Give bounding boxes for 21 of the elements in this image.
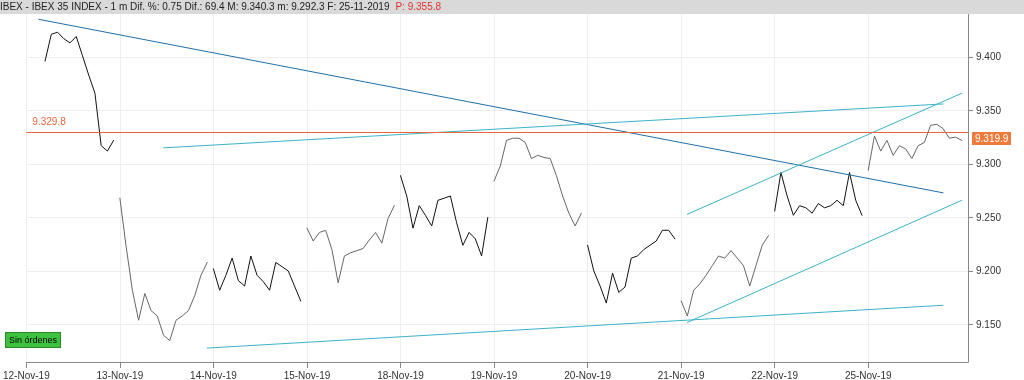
x-tick-label: 12-Nov-19 <box>2 369 51 380</box>
y-tick-label: 9.200 <box>976 265 1002 277</box>
chart-title: IBEX - IBEX 35 INDEX - 1 m Dif. %: 0.75 Dif.: 69.4 M: 9.340.3 m: 9.292.3 F: 25-11-2019 <box>0 1 390 12</box>
x-tick-label: 18-Nov-19 <box>377 369 425 380</box>
x-tick-label: 13-Nov-19 <box>96 369 144 380</box>
y-tick-label: 9.400 <box>976 51 1002 63</box>
x-tick-label: 21-Nov-19 <box>657 369 705 380</box>
x-tick-label: 20-Nov-19 <box>564 369 612 380</box>
ref-line-label: 9.329.8 <box>32 116 67 128</box>
y-tick-label: 9.150 <box>976 319 1002 331</box>
y-tick-label: 9.250 <box>976 211 1002 223</box>
x-tick-label: 19-Nov-19 <box>470 369 518 380</box>
x-tick-label: 25-Nov-19 <box>844 369 892 380</box>
x-tick-label: 15-Nov-19 <box>283 369 331 380</box>
x-tick-label: 22-Nov-19 <box>751 369 799 380</box>
chart-subtitle: P: 9.355.8 <box>395 1 442 12</box>
y-tick-label: 9.300 <box>976 158 1002 170</box>
y-tick-label: 9.350 <box>976 104 1002 116</box>
button: Sin órdenes <box>5 332 62 348</box>
text: 9.319.9 <box>972 132 1012 145</box>
x-tick-label: 14-Nov-19 <box>190 369 238 380</box>
